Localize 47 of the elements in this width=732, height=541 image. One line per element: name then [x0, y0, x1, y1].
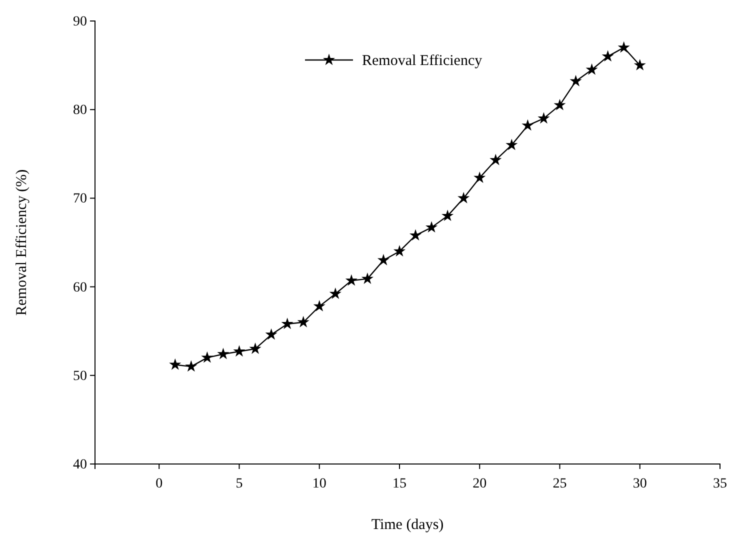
point	[538, 112, 550, 124]
point	[185, 360, 198, 372]
point	[281, 318, 294, 330]
x-tick-label: 5	[236, 476, 243, 492]
point	[426, 221, 438, 233]
y-axis-title: Removal Efficiency (%)	[14, 169, 30, 316]
x-tick-label: 30	[632, 476, 647, 492]
point	[217, 348, 230, 360]
point	[201, 351, 214, 363]
point	[409, 229, 422, 241]
point	[586, 63, 598, 75]
x-tick-label: 35	[713, 476, 727, 492]
y-tick-label: 80	[73, 103, 87, 118]
y-tick-label: 90	[73, 14, 87, 30]
y-tick-label: 70	[73, 192, 87, 207]
point	[474, 171, 486, 183]
point	[522, 119, 534, 131]
point	[233, 345, 246, 357]
point	[490, 154, 502, 166]
x-axis-title: Time (days)	[371, 517, 444, 533]
point	[570, 74, 582, 86]
point	[265, 328, 278, 340]
point	[554, 98, 566, 110]
x-tick-label: 15	[392, 476, 406, 492]
point	[602, 50, 614, 62]
x-tick-label: 20	[472, 476, 487, 492]
point	[634, 58, 646, 70]
x-tick-label: 0	[156, 476, 163, 492]
x-tick-label: 10	[312, 476, 326, 492]
point	[393, 245, 406, 256]
point	[506, 138, 518, 150]
y-tick-label: 50	[73, 368, 87, 384]
point	[169, 358, 182, 370]
point	[458, 192, 470, 204]
point	[345, 274, 358, 286]
point	[618, 41, 630, 53]
point	[377, 254, 390, 266]
point	[329, 288, 342, 300]
point	[442, 210, 454, 222]
y-tick-label: 60	[73, 280, 87, 296]
point	[249, 342, 262, 354]
y-tick-label: 40	[73, 457, 87, 472]
point	[313, 300, 326, 312]
point	[297, 316, 310, 328]
legend-label: Removal Efficiency	[362, 53, 483, 69]
point	[361, 272, 374, 284]
x-tick-label: 25	[552, 476, 567, 492]
